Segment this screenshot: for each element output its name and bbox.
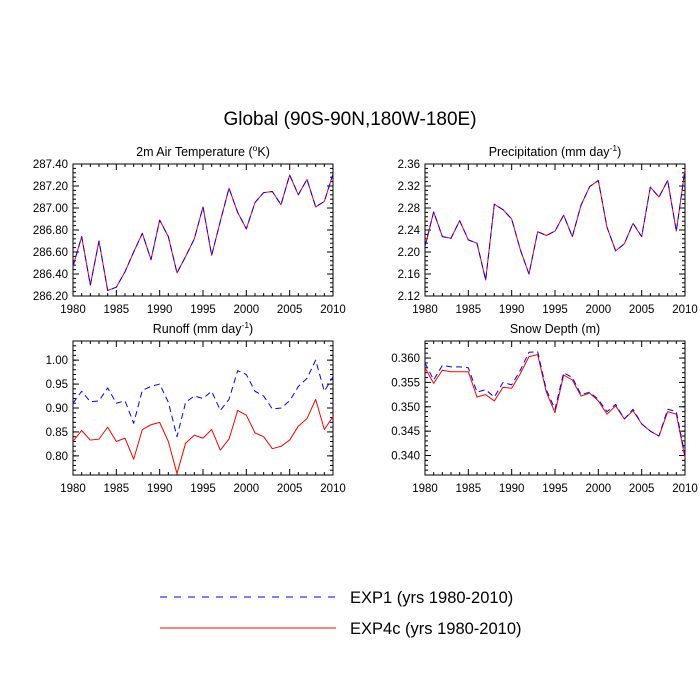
y-tick-label: 286.60 <box>33 247 68 259</box>
x-tick-label: 1995 <box>542 304 568 316</box>
figure-title: Global (90S-90N,180W-180E) <box>223 109 477 130</box>
x-tick-label: 2005 <box>629 483 655 495</box>
air-temperature-panel: 2m Air Temperature (oK) 1980 1985 1990 1995 2… <box>33 143 346 316</box>
snow-depth-series-exp4c-line <box>424 354 686 459</box>
x-tick-label: 2010 <box>672 483 698 495</box>
x-tick-label: 2005 <box>629 304 655 316</box>
air-temperature-title: 2m Air Temperature (oK) <box>136 143 270 159</box>
runoff-axes-frame <box>72 340 334 476</box>
y-tick-label: 2.20 <box>398 247 420 259</box>
snow-depth-series-exp1-line <box>424 351 686 456</box>
x-tick-label: 1990 <box>499 304 525 316</box>
y-tick-label: 0.350 <box>391 402 420 414</box>
x-tick-label: 2005 <box>277 483 303 495</box>
precipitation-series-exp1-line <box>424 169 686 281</box>
y-tick-label: 2.12 <box>398 291 420 303</box>
x-tick-label: 1985 <box>104 483 130 495</box>
y-tick-label: 0.80 <box>46 451 68 463</box>
precipitation-title: Precipitation (mm day-1) <box>489 143 622 159</box>
x-tick-label: 1990 <box>147 483 173 495</box>
x-tick-label: 1980 <box>412 483 438 495</box>
x-tick-label: 2000 <box>234 304 260 316</box>
x-tick-label: 1980 <box>412 304 438 316</box>
y-tick-label: 2.24 <box>398 225 421 237</box>
x-tick-label: 1995 <box>190 483 216 495</box>
snow-depth-title: Snow Depth (m) <box>510 322 600 336</box>
y-tick-label: 287.40 <box>33 159 68 171</box>
x-tick-label: 2000 <box>586 483 612 495</box>
y-tick-label: 0.85 <box>46 427 68 439</box>
x-tick-label: 1980 <box>60 483 86 495</box>
y-tick-label: 0.355 <box>391 377 420 389</box>
y-tick-label: 287.00 <box>33 203 68 215</box>
x-tick-label: 1990 <box>147 304 173 316</box>
y-tick-label: 1.00 <box>46 355 68 367</box>
runoff-series-exp4c-line <box>72 398 334 475</box>
x-tick-label: 2010 <box>320 304 346 316</box>
x-tick-label: 1990 <box>499 483 525 495</box>
y-tick-label: 286.40 <box>33 269 68 281</box>
x-tick-label: 2010 <box>320 483 346 495</box>
y-tick-label: 287.20 <box>33 181 68 193</box>
legend-label: EXP1 (yrs 1980-2010) <box>350 589 513 607</box>
y-tick-label: 2.16 <box>398 269 420 281</box>
y-tick-label: 0.95 <box>46 379 68 391</box>
y-tick-label: 2.28 <box>398 203 420 215</box>
x-tick-label: 2000 <box>586 304 612 316</box>
x-tick-label: 1980 <box>60 304 86 316</box>
legend: EXP1 (yrs 1980-2010) EXP4c (yrs 1980-2010… <box>160 589 522 638</box>
x-tick-label: 2005 <box>277 304 303 316</box>
x-tick-label: 1995 <box>542 483 568 495</box>
runoff-title: Runoff (mm day-1) <box>153 320 253 336</box>
air-temperature-series-exp1-line <box>72 173 334 291</box>
snow-depth-panel: Snow Depth (m) 1980 1985 1990 1995 2000 2005 20… <box>391 322 698 495</box>
precipitation-panel: Precipitation (mm day-1) 1980 1985 1990 1995… <box>398 143 698 316</box>
precipitation-series-exp4c-line <box>424 169 686 281</box>
y-tick-label: 2.36 <box>398 159 420 171</box>
x-tick-label: 2000 <box>234 483 260 495</box>
y-tick-label: 0.90 <box>46 403 68 415</box>
legend-label: EXP4c (yrs 1980-2010) <box>350 620 522 638</box>
y-tick-label: 0.340 <box>391 451 420 463</box>
runoff-panel: Runoff (mm day-1) 1980 1985 1990 1995 2000 200… <box>46 320 346 495</box>
y-tick-label: 0.345 <box>391 426 420 438</box>
x-tick-label: 1985 <box>456 304 482 316</box>
x-tick-label: 2010 <box>672 304 698 316</box>
y-tick-label: 0.360 <box>391 353 420 365</box>
x-tick-label: 1995 <box>190 304 216 316</box>
x-tick-label: 1985 <box>104 304 130 316</box>
x-tick-label: 1985 <box>456 483 482 495</box>
air-temperature-series-exp4c-line <box>72 173 334 291</box>
y-tick-label: 2.32 <box>398 181 420 193</box>
y-tick-label: 286.20 <box>33 291 68 303</box>
runoff-series-exp1-line <box>72 359 334 438</box>
y-tick-label: 286.80 <box>33 225 68 237</box>
